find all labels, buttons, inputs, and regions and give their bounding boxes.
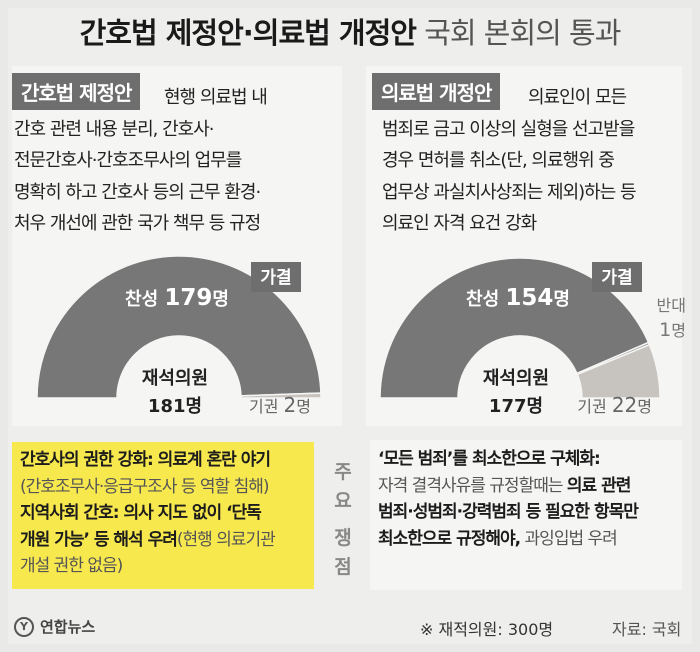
against-votes-name: 반대 [657, 296, 686, 315]
issue-text: 과잉입법 우려 [520, 528, 618, 549]
right-desc-line: 업무상 과실치사상죄는 제외)하는 등 [382, 181, 637, 203]
result-label: 가결 [601, 268, 632, 288]
left-desc-line: 현행 의료법 내 [164, 87, 268, 108]
slice-찬성 [379, 257, 650, 399]
abstain-votes-label: 기권 22명 [577, 393, 652, 417]
right-desc-line: 의료인 자격 요건 강화 [382, 213, 537, 234]
issue-text-bold: 최소한으로 규정해야, [378, 528, 521, 549]
present-members-label: 재석의원 [483, 368, 549, 389]
slice-기권 [576, 343, 661, 399]
right-panel-description: 의료인이 모든 범죄로 금고 이상의 실형을 선고받을 경우 면허를 취소(단,… [382, 82, 637, 240]
title-main: 간호법 제정안·의료법 개정안 [79, 16, 417, 50]
abstain-votes-label: 기권 2명 [249, 393, 311, 417]
yonhap-logo: Y 연합뉴스 [14, 616, 95, 637]
key-issues-label: 주 요 쟁 점 [318, 458, 368, 582]
yes-votes-label: 찬성 154명 [466, 285, 570, 311]
present-members-count: 181명 [148, 396, 202, 417]
yes-votes-label: 찬성 179명 [125, 285, 229, 311]
issue-line: 지역사회 간호: 의사 지도 없이 ‘단독 [20, 503, 262, 523]
issue-line: 개원 가능’ 등 해석 우려(현행 의료기관 [20, 527, 306, 554]
key-issues-char: 주 [334, 461, 352, 483]
left-desc-line: 간호 관련 내용 분리, 간호사· [14, 118, 214, 140]
against-votes-count: 1명 [659, 319, 686, 341]
left-desc-line: 명확히 하고 간호사 등의 근무 환경· [14, 181, 261, 203]
yonhap-logo-icon: Y [14, 616, 34, 637]
result-badge [251, 262, 301, 292]
issue-line: ‘모든 범죄’를 최소한으로 구체화: [378, 449, 601, 469]
key-issues-char: 쟁 [334, 527, 352, 549]
left-desc-line: 전문간호사·간호조무사의 업무를 [14, 150, 242, 171]
issue-line: 간호사의 권한 강화: 의료계 혼란 야기 [20, 450, 271, 470]
left-panel-tag: 간호법 제정안 [12, 73, 141, 110]
slice-기권 [240, 392, 322, 399]
issue-line: (간호조무사·응급구조사 등 역할 침해) [20, 476, 269, 497]
logo-text: 연합뉴스 [40, 618, 96, 636]
right-desc-line: 경우 면허를 취소(단, 의료행위 중 [382, 150, 615, 171]
result-badge [592, 262, 642, 292]
issue-line: 자격 결격사유를 규정할때는 의료 관련 [378, 473, 674, 500]
issue-text: (현행 의료기관 [176, 529, 276, 550]
issue-line: 개설 권한 없음) [20, 556, 123, 576]
slice-찬성 [36, 255, 322, 399]
issues-nursing-act: 간호사의 권한 강화: 의료계 혼란 야기 (간호조무사·응급구조사 등 역할 … [12, 442, 314, 589]
left-desc-line: 처우 개선에 관한 국가 책무 등 규정 [14, 213, 261, 234]
result-label: 가결 [260, 268, 291, 288]
issue-text-bold: 개원 가능’ 등 해석 우려 [20, 529, 178, 550]
title-sub: 국회 본회의 통과 [424, 16, 621, 50]
footnote: ※ 재적의원: 300명 [420, 620, 554, 639]
present-members-count: 177명 [489, 396, 543, 417]
page-title: 간호법 제정안·의료법 개정안 국회 본회의 통과 [0, 10, 700, 52]
right-desc-line: 의료인이 모든 [528, 87, 627, 108]
issue-text: 자격 결격사유를 규정할때는 [378, 475, 567, 496]
issues-medical-act: ‘모든 범죄’를 최소한으로 구체화: 자격 결격사유를 규정할때는 의료 관련… [370, 440, 682, 590]
key-issues-char: 요 [334, 490, 352, 512]
right-desc-line: 범죄로 금고 이상의 실형을 선고받을 [382, 118, 635, 140]
left-panel-description: 현행 의료법 내 간호 관련 내용 분리, 간호사· 전문간호사·간호조무사의 … [14, 82, 268, 240]
key-issues-char: 점 [334, 556, 352, 578]
right-panel-tag: 의료법 개정안 [372, 73, 501, 110]
issue-text-bold: 의료 관련 [566, 475, 631, 496]
source-credit: 자료: 국회 [612, 620, 682, 639]
present-members-label: 재석의원 [142, 368, 208, 389]
issue-line: 범죄·성범죄·강력범죄 등 필요한 항목만 [378, 502, 639, 522]
issue-line: 최소한으로 규정해야, 과잉입법 우려 [378, 526, 674, 553]
